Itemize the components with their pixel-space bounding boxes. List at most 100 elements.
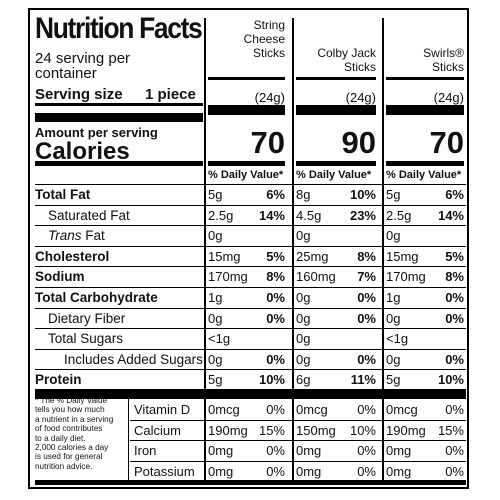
product-name-rule [386,77,464,80]
daily-value-header: % Daily Value* [386,169,462,181]
serving-weight: (24g) [345,90,376,105]
vitamin-daily-value: 0% [445,402,464,417]
product-name-rule [208,77,285,80]
nutrient-daily-value: 10% [437,372,464,388]
nutrient-daily-value: 0% [357,290,376,305]
vitamin-daily-value: 0% [266,443,285,459]
row-separator [35,328,466,330]
calories-rule [386,161,464,166]
nutrient-daily-value: 0% [266,290,285,305]
amount-per-serving: Amount per serving [35,125,158,140]
vitamin-amount: 150mg [296,422,336,438]
product-name: Colby Jack Sticks [317,46,376,74]
nutrient-amount: 160mg [296,269,336,285]
calories-value: 90 [341,125,376,160]
vitamin-label: Vitamin D [134,402,191,417]
vitamin-amount: 0mg [386,443,412,459]
vitamin-daily-value: 10% [349,422,376,438]
nutrient-amount: 2.5g [208,207,234,223]
vitamin-daily-value: 0% [357,443,376,459]
vitamin-amount: 0mg [296,463,322,479]
weight-bar [296,105,376,115]
nutrient-label: Total Fat [35,187,91,202]
product-name: String Cheese Sticks [243,18,285,60]
nutrient-label-italic: Trans [48,228,82,244]
vitamin-amount: 0mcg [386,402,418,417]
vitamin-amount: 0mg [386,463,412,479]
nutrient-amount: 5g [386,187,401,202]
vitamin-amount: 190mg [386,422,426,438]
nutrient-daily-value: 5% [445,248,464,264]
nutrient-daily-value: 23% [349,207,376,223]
nutrient-daily-value: 6% [445,187,464,202]
vitamin-daily-value: 0% [445,463,464,479]
nutrient-label: Protein [35,372,82,388]
vitamin-amount: 0mcg [296,402,328,417]
nutrient-amount: 15mg [208,248,241,264]
nutrient-amount: 5g [386,372,401,388]
nutrient-daily-value: 0% [357,310,376,326]
row-separator [35,245,466,247]
nutrient-amount: 0g [208,310,223,326]
nutrient-amount: 0g [208,351,223,367]
nutrient-amount: 0g [296,331,311,347]
nutrient-daily-value: 14% [437,207,464,223]
vitamin-label: Calcium [134,422,181,438]
row-separator [35,307,466,309]
row-separator [35,266,466,268]
nutrient-label: Sodium [35,269,85,285]
nutrient-daily-value: 8% [266,269,285,285]
nutrient-daily-value: 14% [258,207,285,223]
nutrient-daily-value: 0% [357,351,376,367]
footnote-divider [128,397,129,486]
weight-bar [208,105,285,115]
nutrient-amount: 2.5g [386,207,412,223]
nutrient-label: Includes Added Sugars [64,351,203,367]
nutrient-daily-value: 8% [445,269,464,285]
calories-rule [208,161,285,166]
nutrient-daily-value: 7% [357,269,376,285]
nutrient-amount: 5g [208,372,223,388]
vitamin-daily-value: 0% [357,402,376,417]
nutrient-amount: 0g [296,228,311,244]
vitamin-daily-value: 15% [437,422,464,438]
nutrient-amount: 1g [386,290,401,305]
row-separator [35,348,466,350]
nutrient-daily-value: 0% [266,310,285,326]
vitamin-amount: 0mg [208,463,234,479]
nutrient-label: Total Carbohydrate [35,290,158,305]
nutrient-daily-value: 11% [350,372,376,388]
vitamin-amount: 190mg [208,422,248,438]
vitamin-daily-value: 15% [258,422,285,438]
nutrient-label: Total Sugars [48,331,124,347]
nutrient-label: Cholesterol [35,248,110,264]
row-separator [35,225,466,227]
bottom-bar [35,480,466,485]
nutrient-amount: 0g [296,310,311,326]
vitamin-label: Iron [134,443,157,459]
nutrient-amount: 8g [296,187,311,202]
calories-value: 70 [429,125,464,160]
nutrient-amount: 0g [386,351,401,367]
serving-weight: (24g) [254,90,285,105]
nutrient-label: Saturated Fat [48,207,130,223]
nutrient-amount: 0g [296,351,311,367]
nutrient-amount: 0g [386,228,401,244]
calories-rule [35,161,203,166]
column-divider [204,18,206,485]
nutrient-amount: 25mg [296,248,329,264]
column-divider [382,18,384,485]
vitamin-amount: 0mcg [208,402,240,417]
serving-size-value: 1 piece [145,86,196,103]
nutrient-daily-value: 5% [266,248,285,264]
nutrient-label: Trans Fat [48,228,105,243]
footnote: * The % Daily Value tells you how much a… [35,396,114,471]
product-name-rule [296,77,376,80]
nutrient-label-text: Fat [81,228,105,244]
nutrient-amount: 0g [386,310,401,326]
serving-weight: (24g) [433,90,464,105]
nutrient-daily-value: 0% [445,290,464,305]
calories-label: Calories [35,138,130,165]
row-separator [35,287,466,288]
nutrient-amount: 1g [208,290,223,305]
